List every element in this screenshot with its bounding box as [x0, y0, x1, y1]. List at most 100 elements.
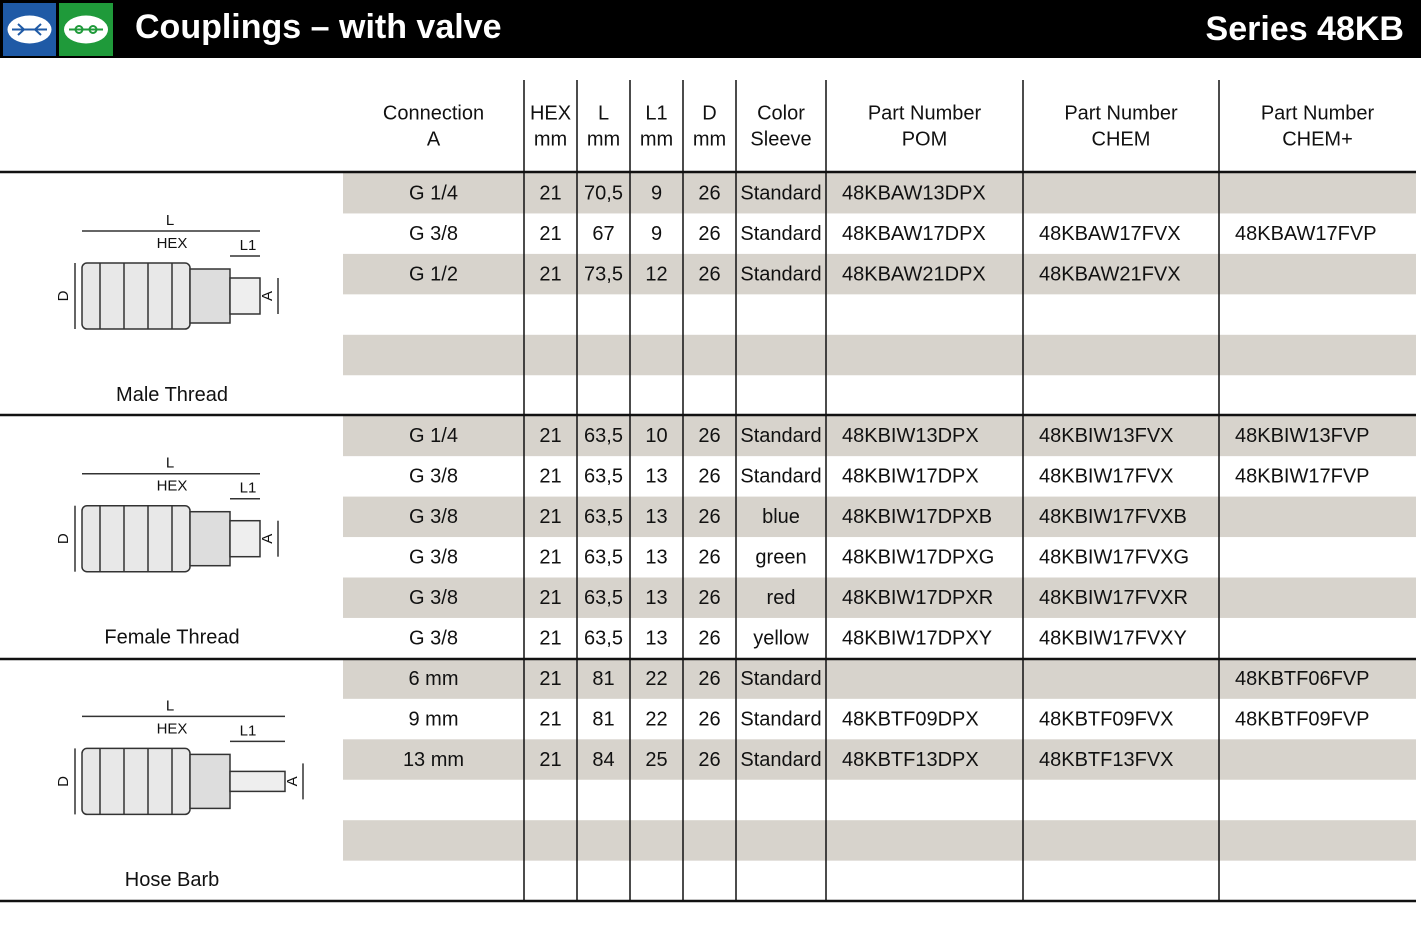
- cell: G 1/2: [409, 263, 458, 285]
- cell: 48KBIW17FVXY: [1039, 627, 1187, 649]
- row-stripe: [343, 577, 1416, 618]
- cell: 26: [698, 506, 720, 528]
- cell: 25: [645, 749, 667, 771]
- cell: red: [767, 587, 796, 609]
- cell: 22: [645, 708, 667, 730]
- drawing-label: D: [55, 533, 72, 544]
- cell: 48KBTF13FVX: [1039, 749, 1174, 771]
- column-header: mm: [693, 128, 726, 150]
- section-label: Hose Barb: [125, 869, 220, 891]
- cell: 26: [698, 547, 720, 569]
- cell: 21: [539, 547, 561, 569]
- section-label: Female Thread: [104, 626, 239, 648]
- cell: green: [755, 547, 806, 569]
- row-stripe: [343, 496, 1416, 538]
- cell: 26: [698, 466, 720, 488]
- cell: yellow: [753, 627, 809, 649]
- cell: G 3/8: [409, 627, 458, 649]
- column-header: Sleeve: [750, 128, 811, 150]
- drawing-label: L: [166, 455, 174, 472]
- drawing-label: A: [259, 534, 276, 544]
- cell: 26: [698, 668, 720, 690]
- drawing-label: A: [284, 776, 301, 786]
- cell: 21: [539, 466, 561, 488]
- cell: 81: [592, 668, 614, 690]
- cell: G 3/8: [409, 223, 458, 245]
- cell: 48KBIW17FVXB: [1039, 506, 1187, 528]
- cell: 48KBAW17DPX: [842, 223, 986, 245]
- cell: Standard: [740, 466, 821, 488]
- cell: 63,5: [584, 547, 623, 569]
- cell: 26: [698, 708, 720, 730]
- cell: 63,5: [584, 466, 623, 488]
- drawing-label: D: [55, 776, 72, 787]
- cell: 13: [645, 547, 667, 569]
- cell: 26: [698, 749, 720, 771]
- row-stripe: [343, 820, 1416, 861]
- cell: 48KBTF09FVX: [1039, 708, 1174, 730]
- cell: 22: [645, 668, 667, 690]
- cell: 73,5: [584, 263, 623, 285]
- cell: 21: [539, 668, 561, 690]
- cell: 48KBIW13DPX: [842, 425, 979, 447]
- cell: 21: [539, 587, 561, 609]
- cell: 9: [651, 223, 662, 245]
- cell: Standard: [740, 425, 821, 447]
- cell: 81: [592, 708, 614, 730]
- drawing-label: A: [259, 291, 276, 301]
- cell: 26: [698, 627, 720, 649]
- cell: G 1/4: [409, 183, 458, 205]
- cell: 48KBTF13DPX: [842, 749, 979, 771]
- cell: 6 mm: [409, 668, 459, 690]
- column-header: D: [702, 102, 716, 124]
- cell: 9 mm: [409, 708, 459, 730]
- cell: Standard: [740, 263, 821, 285]
- cell: 26: [698, 587, 720, 609]
- cell: 13: [645, 506, 667, 528]
- cell: G 3/8: [409, 466, 458, 488]
- cell: 13: [645, 587, 667, 609]
- cell: 48KBAW21DPX: [842, 263, 986, 285]
- cell: 48KBAW17FVX: [1039, 223, 1181, 245]
- column-header: Connection: [383, 102, 484, 124]
- barb: [229, 770, 286, 793]
- column-header: HEX: [530, 102, 571, 124]
- cell: Standard: [740, 183, 821, 205]
- sleeve: [81, 747, 191, 816]
- header-bar: [0, 0, 1421, 58]
- cell: 63,5: [584, 587, 623, 609]
- cell: 21: [539, 506, 561, 528]
- cell: 21: [539, 425, 561, 447]
- hex: [189, 268, 231, 324]
- cell: 48KBIW17DPXY: [842, 627, 992, 649]
- cell: G 3/8: [409, 547, 458, 569]
- cell: 13: [645, 627, 667, 649]
- drawing-label: L1: [240, 722, 257, 739]
- cell: 48KBAW21FVX: [1039, 263, 1181, 285]
- drawing-label: HEX: [157, 235, 188, 252]
- cell: 70,5: [584, 183, 623, 205]
- cell: Standard: [740, 708, 821, 730]
- column-header: mm: [587, 128, 620, 150]
- cell: 84: [592, 749, 614, 771]
- cell: 63,5: [584, 425, 623, 447]
- sleeve: [81, 262, 191, 330]
- cell: 67: [592, 223, 614, 245]
- column-header: CHEM: [1092, 128, 1151, 150]
- thread: [229, 519, 261, 558]
- drawing-label: HEX: [157, 720, 188, 737]
- drawing-label: L: [166, 697, 174, 714]
- drawing-label: L1: [240, 237, 257, 254]
- cell: G 1/4: [409, 425, 458, 447]
- cell: 48KBIW17FVXR: [1039, 587, 1188, 609]
- row-stripe: [343, 658, 1416, 699]
- cell: 48KBIW17FVXG: [1039, 547, 1189, 569]
- cell: G 3/8: [409, 587, 458, 609]
- cell: 48KBAW13DPX: [842, 183, 986, 205]
- column-header: L: [598, 102, 609, 124]
- hex: [189, 753, 231, 810]
- cell: 13: [645, 466, 667, 488]
- cell: 9: [651, 183, 662, 205]
- sleeve: [81, 504, 191, 573]
